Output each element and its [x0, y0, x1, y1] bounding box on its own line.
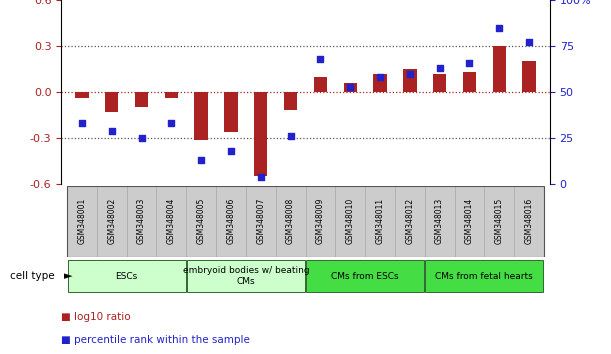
Bar	[365, 186, 395, 257]
Bar	[306, 186, 335, 257]
Bar	[186, 186, 216, 257]
Bar	[246, 186, 276, 257]
Bar	[455, 186, 485, 257]
Text: ►: ►	[64, 271, 73, 281]
Point	[464, 60, 474, 65]
Bar	[343, 83, 357, 92]
Text: GSM348002: GSM348002	[108, 198, 116, 244]
Bar	[156, 186, 186, 257]
Bar	[187, 260, 305, 292]
Bar	[463, 72, 476, 92]
Text: GSM348004: GSM348004	[167, 198, 176, 245]
Point	[196, 157, 206, 163]
Text: ■ percentile rank within the sample: ■ percentile rank within the sample	[61, 335, 250, 345]
Point	[494, 25, 504, 30]
Text: ESCs: ESCs	[115, 272, 138, 281]
Point	[107, 128, 117, 133]
Bar	[165, 92, 178, 98]
Text: GSM348009: GSM348009	[316, 198, 325, 245]
Text: GSM348001: GSM348001	[78, 198, 87, 244]
Text: CMs from ESCs: CMs from ESCs	[331, 272, 399, 281]
Point	[77, 120, 87, 126]
Bar	[306, 260, 424, 292]
Bar	[75, 92, 89, 98]
Text: CMs from fetal hearts: CMs from fetal hearts	[436, 272, 533, 281]
Text: GSM348016: GSM348016	[524, 198, 533, 244]
Point	[524, 40, 534, 45]
Bar	[254, 92, 268, 176]
Bar	[433, 74, 446, 92]
Bar	[97, 186, 126, 257]
Text: GSM348013: GSM348013	[435, 198, 444, 244]
Bar	[514, 186, 544, 257]
Bar	[373, 74, 387, 92]
Bar	[425, 260, 543, 292]
Bar	[194, 92, 208, 139]
Text: GSM348005: GSM348005	[197, 198, 206, 245]
Text: ■ log10 ratio: ■ log10 ratio	[61, 312, 131, 322]
Point	[286, 133, 296, 139]
Point	[256, 174, 266, 179]
Point	[405, 71, 415, 76]
Bar	[284, 92, 298, 110]
Bar	[105, 92, 119, 112]
Bar	[216, 186, 246, 257]
Bar	[67, 186, 97, 257]
Bar	[68, 260, 186, 292]
Text: GSM348008: GSM348008	[286, 198, 295, 244]
Point	[375, 74, 385, 80]
Text: cell type: cell type	[10, 271, 55, 281]
Bar	[335, 186, 365, 257]
Point	[435, 65, 445, 71]
Bar	[135, 92, 148, 107]
Point	[345, 84, 355, 89]
Text: GSM348003: GSM348003	[137, 198, 146, 245]
Text: GSM348015: GSM348015	[495, 198, 503, 244]
Text: GSM348007: GSM348007	[256, 198, 265, 245]
Text: GSM348012: GSM348012	[405, 198, 414, 244]
Point	[315, 56, 325, 62]
Text: GSM348006: GSM348006	[227, 198, 235, 245]
Bar	[425, 186, 455, 257]
Text: GSM348014: GSM348014	[465, 198, 474, 244]
Point	[226, 148, 236, 154]
Bar	[313, 77, 327, 92]
Bar	[403, 69, 417, 92]
Bar	[485, 186, 514, 257]
Bar	[395, 186, 425, 257]
Bar	[126, 186, 156, 257]
Bar	[276, 186, 306, 257]
Text: embryoid bodies w/ beating
CMs: embryoid bodies w/ beating CMs	[183, 267, 309, 286]
Text: GSM348010: GSM348010	[346, 198, 355, 244]
Bar	[224, 92, 238, 132]
Bar	[522, 61, 536, 92]
Point	[137, 135, 147, 141]
Text: GSM348011: GSM348011	[376, 198, 384, 244]
Point	[166, 120, 176, 126]
Bar	[492, 46, 506, 92]
